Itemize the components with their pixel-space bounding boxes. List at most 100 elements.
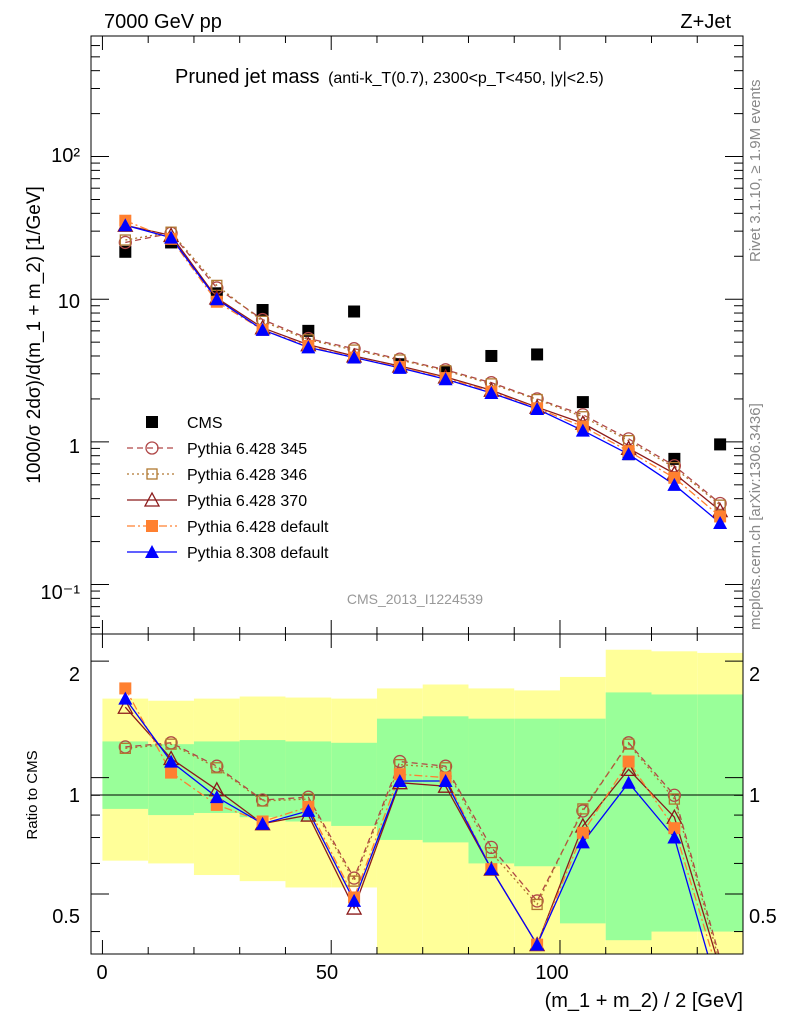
main-line-pythia-6-428-346	[125, 231, 721, 506]
green-band-bin	[239, 740, 286, 818]
main-y-axis-label: 1000/σ 2dσ)/d(m_1 + m_2) [1/GeV]	[24, 186, 45, 484]
main-panel: 10⁻¹ 1 10 10² 1000/σ 2dσ)/d(m_1 + m_2) […	[24, 35, 744, 635]
ratio-point-pythia-6-428-345	[347, 871, 361, 885]
ratio-point-pythia-6-428-346	[348, 875, 360, 887]
ratio-axis-ticks	[91, 634, 744, 954]
x-tick-label: 100	[535, 962, 568, 984]
x-tick-label: 0	[96, 962, 107, 984]
ratio-point-pythia-6-428-346	[485, 846, 498, 859]
main-point-pythia-6-428-346	[714, 499, 726, 511]
ratio-y-tick-label: 0.5	[52, 906, 80, 928]
ratio-point-pythia-6-428-default	[668, 822, 681, 835]
ratio-line-pythia-8-308-default	[124, 698, 709, 954]
analysis-id-label: CMS_2013_I1224539	[347, 591, 483, 607]
main-series-lines	[125, 220, 721, 524]
main-point-pythia-6-428-345	[621, 432, 636, 446]
main-point-pythia-8-308-default	[209, 292, 224, 306]
main-point-pythia-8-308-default	[484, 386, 499, 400]
ratio-uncertainty-bands	[102, 649, 743, 954]
ratio-point-pythia-6-428-default	[576, 826, 589, 839]
ratio-point-pythia-6-428-346	[577, 803, 589, 815]
legend-marker	[146, 416, 158, 428]
ratio-point-pythia-8-308-default	[347, 893, 362, 907]
ratio-line-pythia-6-428-346	[125, 743, 719, 954]
ratio-point-pythia-6-428-370	[345, 899, 363, 915]
ratio-series-lines	[124, 688, 720, 954]
legend-label: Pythia 6.428 346	[187, 467, 307, 484]
y-tick-label: 10	[58, 291, 80, 313]
ratio-point-pythia-8-308-default	[667, 830, 682, 844]
chart-title: Pruned jet mass (anti-k_T(0.7), 2300<p_T…	[175, 66, 604, 88]
ratio-y-tick-labels-left: 0.5 1 2	[52, 664, 80, 928]
ratio-point-pythia-8-308-default	[575, 835, 590, 849]
ratio-point-pythia-6-428-370	[117, 698, 134, 714]
ratio-point-pythia-6-428-345	[484, 840, 499, 855]
ratio-panel: 0.5 1 2 0.5 1 2 Ratio to CMS 0 50 100 (m…	[24, 633, 777, 1012]
main-point-pythia-8-308-default	[301, 340, 316, 354]
ratio-point-pythia-6-428-346	[622, 738, 635, 750]
ratio-point-pythia-8-308-default	[118, 691, 133, 705]
main-point-cms	[714, 438, 727, 451]
ratio-point-pythia-6-428-345	[667, 788, 682, 802]
ratio-point-pythia-8-308-default	[530, 937, 545, 951]
ratio-point-pythia-6-428-346	[165, 738, 177, 750]
legend-entry-pythia-6-428-345: Pythia 6.428 345	[127, 441, 307, 458]
legend-entry-cms: CMS	[146, 415, 223, 432]
ratio-line-pythia-6-428-370	[124, 706, 717, 954]
y-tick-label: 10²	[51, 145, 80, 167]
ratio-point-pythia-6-428-346	[531, 898, 543, 911]
legend-entry-pythia-8-308-default: Pythia 8.308 default	[127, 545, 329, 562]
main-y-tick-labels: 10⁻¹ 1 10 10²	[41, 145, 81, 604]
ratio-point-pythia-6-428-370	[620, 761, 637, 777]
main-point-pythia-8-308-default	[164, 230, 179, 244]
main-point-pythia-8-308-default	[575, 423, 590, 437]
ratio-point-pythia-8-308-default	[484, 862, 499, 876]
ratio-point-pythia-6-428-345	[576, 804, 590, 818]
main-point-cms	[485, 349, 498, 362]
main-point-pythia-8-308-default	[621, 447, 636, 461]
ratio-point-pythia-8-308-default	[392, 773, 407, 787]
main-point-pythia-8-308-default	[255, 322, 270, 336]
chart-subtitle: (anti-k_T(0.7), 2300<p_T<450, |y|<2.5)	[328, 70, 604, 87]
ratio-point-pythia-8-308-default	[301, 803, 316, 817]
main-point-cms	[531, 348, 544, 361]
main-point-cms	[348, 305, 361, 318]
ratio-y-tick-labels-right: 0.5 1 2	[749, 664, 777, 928]
ratio-point-pythia-8-308-default	[621, 775, 636, 789]
main-point-cms	[576, 396, 589, 409]
main-point-pythia-8-308-default	[118, 218, 133, 232]
main-point-pythia-8-308-default	[667, 477, 682, 491]
ratio-point-pythia-6-428-346	[211, 762, 223, 774]
ratio-point-pythia-6-428-default	[119, 682, 132, 695]
legend: CMS Pythia 6.428 345 Pythia 6.428 346 Pythi…	[127, 415, 329, 562]
legend-marker	[145, 441, 159, 455]
green-band-bin	[559, 718, 606, 924]
ratio-y-tick-label-right: 2	[749, 664, 760, 686]
main-point-pythia-8-308-default	[713, 515, 728, 529]
legend-marker	[145, 545, 159, 558]
ratio-point-pythia-8-308-default	[164, 754, 179, 768]
ratio-point-pythia-6-428-346	[256, 795, 269, 807]
main-line-pythia-6-428-345	[125, 232, 721, 504]
side-label-rivet: Rivet 3.1.10, ≥ 1.9M events	[747, 80, 764, 263]
ratio-point-pythia-8-308-default	[209, 790, 224, 804]
ratio-y-tick-label-right: 0.5	[749, 906, 777, 928]
green-band-bin	[514, 718, 560, 867]
green-band-bin	[651, 694, 698, 932]
green-band-bin	[331, 742, 377, 826]
x-tick-labels: 0 50 100	[96, 962, 568, 984]
legend-entry-pythia-6-428-370: Pythia 6.428 370	[127, 491, 307, 510]
ratio-point-pythia-6-428-346	[668, 793, 681, 805]
legend-label: Pythia 6.428 345	[187, 441, 307, 458]
main-point-pythia-8-308-default	[438, 372, 453, 386]
main-point-pythia-6-428-345	[118, 235, 132, 250]
chart-title-main: Pruned jet mass	[175, 66, 320, 88]
legend-label: Pythia 8.308 default	[187, 545, 329, 562]
ratio-y-tick-label-right: 1	[749, 785, 760, 807]
main-point-pythia-6-428-345	[713, 496, 727, 511]
legend-marker	[146, 520, 158, 532]
legend-entry-pythia-6-428-default: Pythia 6.428 default	[127, 519, 329, 536]
green-band-bin	[697, 694, 743, 932]
main-line-pythia-6-428-default	[125, 220, 721, 517]
